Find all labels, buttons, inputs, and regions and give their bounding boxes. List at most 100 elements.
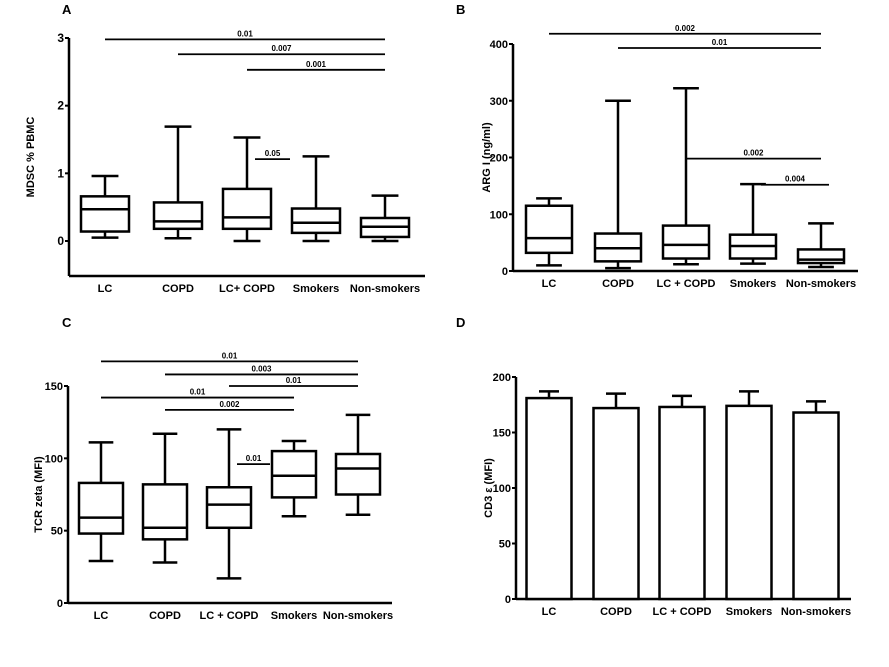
y-tick-label: 200 [490,153,508,165]
bar [658,405,706,601]
x-tick-label: LC [98,283,113,295]
y-tick-label: 100 [493,483,511,495]
panel-label: B [456,2,465,17]
box-lc-copd [205,428,253,580]
y-axis-title: ARG I (ng/ml) [481,122,493,193]
y-tick-label: 0 [57,234,64,248]
box-smokers [270,439,318,518]
iqr-box [205,486,253,530]
x-tick-label: COPD [602,278,634,290]
bar [725,404,773,601]
y-tick-label: 2 [57,99,64,113]
x-tick-label: COPD [162,283,194,295]
box-copd [152,125,204,240]
y-tick-label: 300 [490,96,508,108]
y-tick-label: 1 [57,166,64,180]
iqr-box [334,452,382,496]
box-non-smokers [359,194,411,243]
iqr-box [524,204,574,255]
y-axis-title: MDSC % PBMC [25,117,37,198]
x-tick-label: Non-smokers [323,610,393,622]
bar [592,406,640,601]
box-smokers [728,182,778,265]
bar [792,411,840,601]
panel-b: B 0 100 200 300 400 ARG I (ng/ml) LC COPD LC + CO… [456,2,858,290]
box-lc [77,441,125,563]
box-copd [141,432,189,564]
y-tick-label: 150 [45,381,63,393]
iqr-box [79,195,131,233]
x-tick-label: Smokers [271,610,317,622]
p-value-label: 0.01 [286,376,302,385]
bar-non-smokers [792,400,840,601]
box-lc-copd [661,87,711,266]
box-lc [524,197,574,267]
x-tick-label: LC+ COPD [219,283,275,295]
iqr-box [661,224,711,260]
x-tick-label: Smokers [730,278,776,290]
y-axis-title: TCR zeta (MFI) [33,456,45,533]
box-non-smokers [334,413,382,517]
box-non-smokers [796,222,846,269]
p-value-label: 0.01 [237,29,253,38]
p-value-label: 0.002 [743,149,764,158]
x-tick-label: LC + COPD [657,278,716,290]
x-tick-label: Smokers [293,283,339,295]
y-tick-label: 0 [505,594,511,606]
panel-d: D 0 50 100 150 200 CD3 ε (MFI) LC COPD LC + COPD S… [456,315,851,618]
x-tick-label: COPD [600,606,632,618]
x-tick-label: Smokers [726,606,772,618]
panel-label: C [62,315,72,330]
panel-a: A 0 1 2 3 MDSC % PBMC LC COPD LC+ COPD Smokers Non… [25,2,425,295]
iqr-box [141,483,189,541]
box-copd [593,99,643,270]
x-tick-label: LC [94,610,109,622]
p-value-label: 0.002 [219,400,240,409]
iqr-box [290,207,342,235]
iqr-box [796,248,846,265]
iqr-box [221,187,273,231]
iqr-box [152,201,204,231]
bar [525,396,573,601]
p-value-label: 0.004 [785,175,806,184]
p-value-label: 0.003 [251,364,272,373]
bar-lc-copd [658,394,706,601]
p-value-label: 0.01 [222,351,238,360]
y-tick-label: 200 [493,372,511,384]
y-tick-label: 50 [499,539,511,551]
x-tick-label: LC + COPD [653,606,712,618]
y-tick-label: 50 [51,526,63,538]
p-value-label: 0.01 [246,454,262,463]
p-value-label: 0.001 [306,60,327,69]
y-axis-title: CD3 ε (MFI) [483,458,495,518]
panel-c: C 0 50 100 150 TCR zeta (MFI) LC COPD LC + COPD S… [33,315,393,622]
bar-lc [525,390,573,601]
y-tick-label: 100 [490,209,508,221]
box-lc [79,174,131,239]
y-tick-label: 150 [493,428,511,440]
y-tick-label: 100 [45,453,63,465]
y-tick-label: 0 [502,266,508,278]
x-tick-label: Non-smokers [350,283,420,295]
y-tick-label: 400 [490,39,508,51]
p-value-label: 0.007 [271,44,292,53]
iqr-box [77,481,125,535]
box-lc-copd [221,136,273,243]
panel-label: D [456,315,465,330]
x-tick-label: Non-smokers [786,278,856,290]
y-tick-label: 3 [57,31,64,45]
p-value-label: 0.01 [190,388,206,397]
y-tick-label: 0 [57,598,63,610]
p-value-label: 0.01 [712,38,728,47]
x-tick-label: LC [542,606,557,618]
box-smokers [290,155,342,243]
bar-copd [592,392,640,601]
x-tick-label: COPD [149,610,181,622]
p-value-label: 0.002 [675,24,696,33]
iqr-box [270,449,318,499]
x-tick-label: LC + COPD [200,610,259,622]
x-tick-label: Non-smokers [781,606,851,618]
panel-label: A [62,2,72,17]
bar-smokers [725,390,773,601]
